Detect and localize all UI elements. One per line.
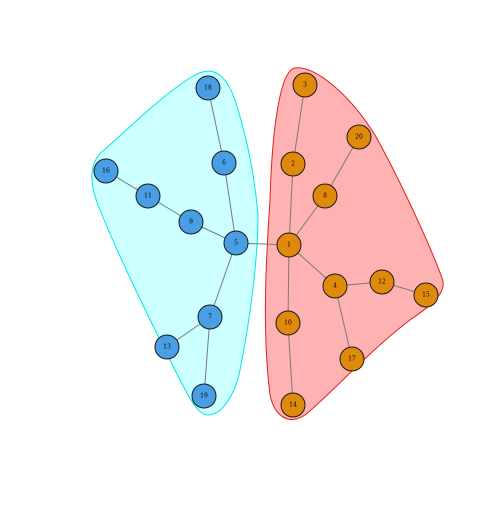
node-circle-8 — [312, 183, 338, 209]
node-label-8: 8 — [323, 193, 327, 200]
node-circle-7 — [197, 304, 223, 330]
node-circle-9 — [178, 209, 204, 235]
node-10: 10 — [275, 310, 301, 336]
node-label-2: 2 — [291, 161, 295, 168]
node-label-11: 11 — [144, 193, 152, 200]
node-1: 1 — [276, 232, 302, 258]
node-label-18: 18 — [204, 85, 212, 92]
node-20: 20 — [346, 124, 372, 150]
node-3: 3 — [292, 72, 318, 98]
node-label-14: 14 — [289, 402, 297, 409]
edge-1-10 — [287, 244, 290, 324]
node-label-20: 20 — [355, 134, 363, 141]
node-15: 15 — [413, 282, 439, 308]
edge-5-6 — [223, 162, 237, 244]
node-label-6: 6 — [222, 160, 226, 167]
node-circle-3 — [292, 72, 318, 98]
node-circle-5 — [223, 230, 249, 256]
right-cluster-hull — [264, 67, 444, 420]
edge-10-14 — [287, 322, 294, 406]
node-label-3: 3 — [303, 82, 307, 89]
node-label-7: 7 — [208, 314, 212, 321]
node-label-12: 12 — [378, 279, 386, 286]
node-circle-6 — [211, 150, 237, 176]
node-label-19: 19 — [200, 393, 208, 400]
node-7: 7 — [197, 304, 223, 330]
node-label-15: 15 — [422, 292, 430, 299]
node-label-16: 16 — [102, 168, 110, 175]
node-8: 8 — [312, 183, 338, 209]
node-4: 4 — [322, 273, 348, 299]
node-circle-13 — [154, 334, 180, 360]
node-17: 17 — [339, 346, 365, 372]
node-14: 14 — [280, 392, 306, 418]
node-label-10: 10 — [284, 320, 292, 327]
node-circle-17 — [339, 346, 365, 372]
node-circle-2 — [280, 151, 306, 177]
node-circle-15 — [413, 282, 439, 308]
node-label-4: 4 — [333, 283, 337, 290]
node-11: 11 — [135, 183, 161, 209]
node-circle-4 — [322, 273, 348, 299]
node-circle-14 — [280, 392, 306, 418]
node-16: 16 — [93, 158, 119, 184]
edge-1-2 — [288, 163, 294, 246]
node-label-17: 17 — [348, 356, 356, 363]
node-label-9: 9 — [189, 219, 193, 226]
node-circle-10 — [275, 310, 301, 336]
node-circle-16 — [93, 158, 119, 184]
edge-2-3 — [292, 84, 306, 165]
node-13: 13 — [154, 334, 180, 360]
node-label-13: 13 — [163, 344, 171, 351]
node-9: 9 — [178, 209, 204, 235]
node-label-5: 5 — [234, 240, 238, 247]
edge-5-7 — [209, 242, 237, 318]
edge-6-18 — [207, 87, 225, 164]
node-label-1: 1 — [287, 242, 291, 249]
node-6: 6 — [211, 150, 237, 176]
node-5: 5 — [223, 230, 249, 256]
node-circle-19 — [191, 383, 217, 409]
node-circle-18 — [195, 75, 221, 101]
edge-7-19 — [203, 316, 211, 397]
node-circle-20 — [346, 124, 372, 150]
node-12: 12 — [369, 269, 395, 295]
node-18: 18 — [195, 75, 221, 101]
node-circle-1 — [276, 232, 302, 258]
node-circle-11 — [135, 183, 161, 209]
node-2: 2 — [280, 151, 306, 177]
node-19: 19 — [191, 383, 217, 409]
node-circle-12 — [369, 269, 395, 295]
